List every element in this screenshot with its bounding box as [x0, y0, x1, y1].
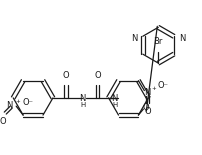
- Text: H: H: [112, 102, 117, 108]
- Text: N: N: [80, 94, 86, 103]
- Text: O⁻: O⁻: [22, 98, 33, 107]
- Text: N: N: [144, 88, 150, 97]
- Text: N: N: [132, 34, 138, 43]
- Text: O: O: [94, 71, 101, 80]
- Text: N: N: [6, 101, 12, 110]
- Text: N: N: [179, 34, 185, 43]
- Text: N: N: [111, 94, 118, 103]
- Text: Br: Br: [154, 37, 163, 46]
- Text: +: +: [15, 99, 20, 104]
- Text: O: O: [144, 107, 151, 117]
- Text: O: O: [0, 117, 7, 126]
- Text: O: O: [142, 103, 149, 112]
- Text: H: H: [80, 102, 85, 108]
- Text: +: +: [151, 86, 156, 91]
- Text: O⁻: O⁻: [157, 81, 168, 90]
- Text: O: O: [63, 71, 69, 80]
